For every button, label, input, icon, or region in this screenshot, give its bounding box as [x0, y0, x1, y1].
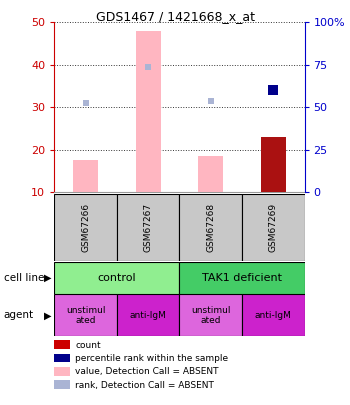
Bar: [54, 194, 117, 261]
Text: unstimul
ated: unstimul ated: [191, 306, 230, 325]
Bar: [242, 294, 304, 336]
Bar: [242, 194, 304, 261]
Text: GSM67268: GSM67268: [206, 203, 215, 252]
Text: control: control: [98, 273, 136, 283]
Text: ▶: ▶: [43, 310, 51, 320]
Bar: [261, 137, 286, 192]
Text: value, Detection Call = ABSENT: value, Detection Call = ABSENT: [75, 367, 219, 376]
Bar: [117, 194, 179, 261]
Text: TAK1 deficient: TAK1 deficient: [202, 273, 282, 283]
Text: GSM67269: GSM67269: [269, 203, 278, 252]
Bar: [198, 156, 223, 192]
Text: GSM67266: GSM67266: [81, 203, 90, 252]
Bar: [179, 294, 242, 336]
Bar: [135, 31, 161, 192]
Text: GDS1467 / 1421668_x_at: GDS1467 / 1421668_x_at: [96, 10, 254, 23]
Bar: [54, 294, 117, 336]
Text: agent: agent: [4, 310, 34, 320]
Text: count: count: [75, 341, 101, 350]
Text: anti-IgM: anti-IgM: [255, 311, 292, 320]
Text: rank, Detection Call = ABSENT: rank, Detection Call = ABSENT: [75, 381, 214, 390]
Text: GSM67267: GSM67267: [144, 203, 153, 252]
Bar: [73, 160, 98, 192]
Text: cell line: cell line: [4, 273, 44, 283]
Text: percentile rank within the sample: percentile rank within the sample: [75, 354, 228, 363]
Text: ▶: ▶: [43, 273, 51, 283]
Bar: [54, 262, 179, 294]
Bar: [117, 294, 179, 336]
Bar: [179, 194, 242, 261]
Text: anti-IgM: anti-IgM: [130, 311, 167, 320]
Text: unstimul
ated: unstimul ated: [66, 306, 105, 325]
Bar: [179, 262, 304, 294]
